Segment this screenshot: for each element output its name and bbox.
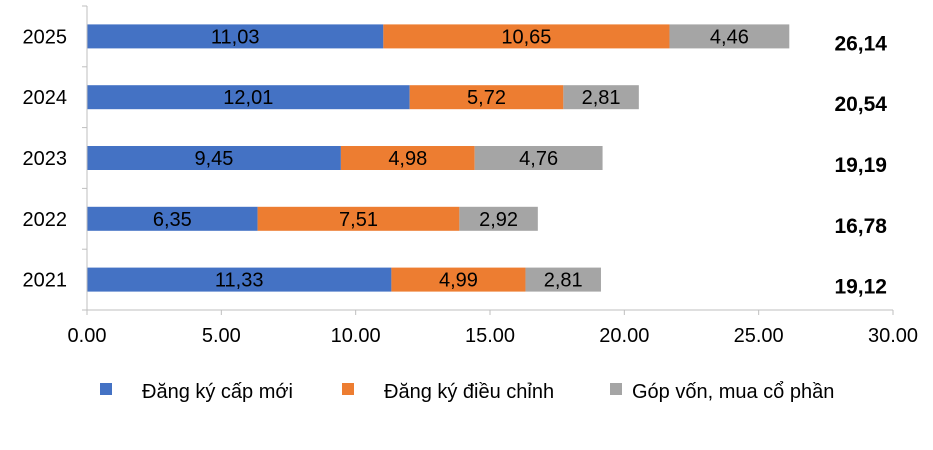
data-label-2023-series-1: 4,98 bbox=[388, 148, 427, 170]
data-label-2025-series-2: 4,46 bbox=[710, 26, 749, 48]
bar-2021-series-0 bbox=[87, 267, 392, 292]
x-tick-label: 5.00 bbox=[202, 325, 241, 347]
total-label-2023: 19,19 bbox=[834, 154, 887, 177]
bar-2024-series-2 bbox=[563, 85, 639, 110]
data-label-2024-series-0: 12,01 bbox=[223, 87, 273, 109]
total-label-2022: 16,78 bbox=[834, 215, 887, 238]
data-label-2023-series-0: 9,45 bbox=[194, 148, 233, 170]
bar-2024-series-1 bbox=[409, 85, 564, 110]
x-axis: 0.00 5.00 10.00 15.00 20.00 25.00 30.00 bbox=[68, 309, 918, 347]
total-label-2024: 20,54 bbox=[834, 93, 887, 116]
total-label-2025: 26,14 bbox=[834, 32, 887, 55]
total-label-2021: 19,12 bbox=[834, 276, 887, 299]
bar-2022-series-1 bbox=[257, 206, 460, 231]
bar-2022-series-0 bbox=[87, 206, 258, 231]
x-tick-label: 30.00 bbox=[868, 325, 918, 347]
bar-labels-group: 11,03 10,65 4,46 12,01 5,72 2,81 9,45 4,98 4,76 6… bbox=[153, 26, 749, 291]
legend: Đăng ký cấp mới Đăng ký điều chỉnh Góp vốn… bbox=[100, 381, 834, 403]
bar-2023-series-0 bbox=[87, 146, 341, 170]
bar-2021-series-1 bbox=[391, 267, 526, 292]
y-tick-label-2025: 2025 bbox=[23, 26, 68, 48]
data-label-2021-series-2: 2,81 bbox=[544, 270, 583, 292]
bar-2025-series-2 bbox=[669, 24, 790, 49]
x-tick-label: 0.00 bbox=[68, 325, 107, 347]
data-label-2024-series-2: 2,81 bbox=[582, 87, 621, 109]
legend-label-2: Góp vốn, mua cổ phần bbox=[632, 381, 834, 403]
x-tick-label: 15.00 bbox=[465, 325, 515, 347]
y-tick-label-2024: 2024 bbox=[23, 87, 68, 109]
legend-swatch-1 bbox=[342, 383, 354, 395]
bar-2025-series-0 bbox=[87, 24, 384, 49]
legend-swatch-0 bbox=[100, 383, 112, 395]
totals-group: 26,14 20,54 19,19 16,78 19,12 bbox=[834, 32, 887, 298]
data-label-2022-series-1: 7,51 bbox=[339, 209, 378, 231]
x-tick-label: 20.00 bbox=[599, 325, 649, 347]
data-label-2025-series-0: 11,03 bbox=[211, 26, 260, 48]
legend-label-0: Đăng ký cấp mới bbox=[142, 381, 293, 403]
bar-2023-series-2 bbox=[474, 146, 603, 170]
data-label-2024-series-1: 5,72 bbox=[467, 87, 506, 109]
data-label-2022-series-2: 2,92 bbox=[479, 209, 518, 231]
data-label-2025-series-1: 10,65 bbox=[501, 26, 551, 48]
x-tick-label: 10.00 bbox=[331, 325, 381, 347]
data-label-2021-series-1: 4,99 bbox=[439, 270, 478, 292]
bar-2025-series-1 bbox=[383, 24, 670, 49]
x-tick-label: 25.00 bbox=[734, 325, 784, 347]
y-tick-label-2022: 2022 bbox=[23, 209, 68, 231]
bar-2022-series-2 bbox=[459, 206, 538, 231]
data-label-2021-series-0: 11,33 bbox=[215, 270, 264, 292]
bars-group bbox=[87, 24, 790, 292]
y-tick-label-2021: 2021 bbox=[23, 270, 68, 292]
data-label-2023-series-2: 4,76 bbox=[519, 148, 558, 170]
y-tick-label-2023: 2023 bbox=[23, 148, 68, 170]
legend-label-1: Đăng ký điều chỉnh bbox=[384, 381, 554, 403]
legend-swatch-2 bbox=[610, 383, 622, 395]
data-label-2022-series-0: 6,35 bbox=[153, 209, 192, 231]
bar-2021-series-2 bbox=[525, 267, 601, 292]
bar-2023-series-1 bbox=[340, 146, 475, 170]
y-axis: 2025 2024 2023 2022 2021 bbox=[23, 5, 88, 310]
bar-2024-series-0 bbox=[87, 85, 410, 110]
